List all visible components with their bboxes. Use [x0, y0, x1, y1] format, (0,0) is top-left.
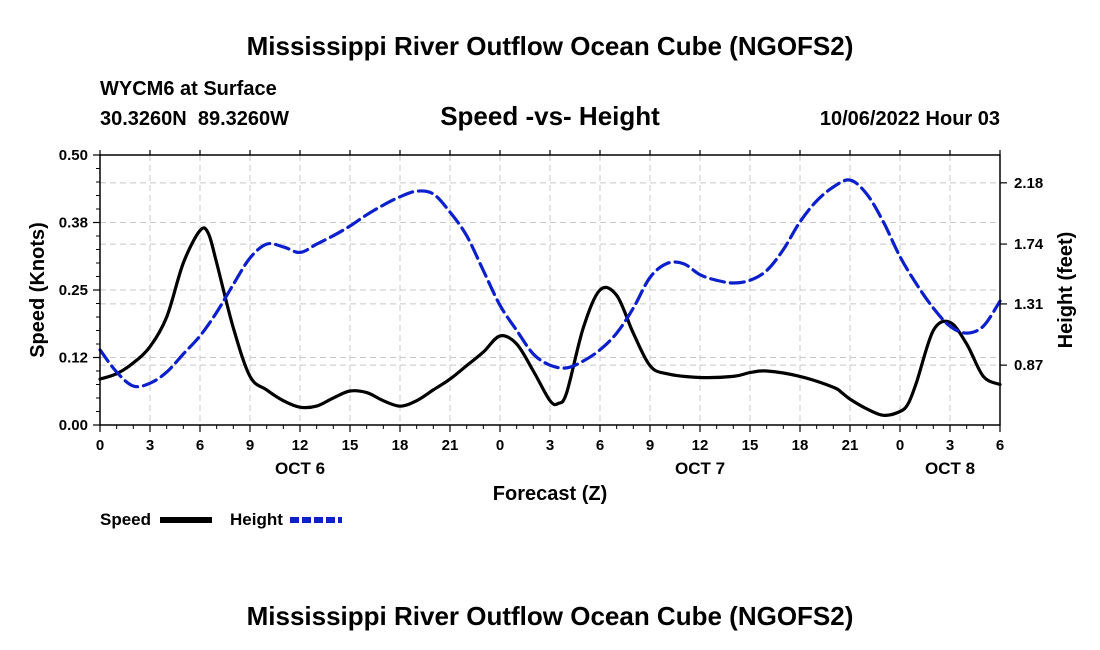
bottom-title: Mississippi River Outflow Ocean Cube (NG… [247, 601, 854, 631]
x-axis-label: Forecast (Z) [493, 483, 607, 505]
x-tick-label: 3 [546, 437, 554, 454]
x-tick-label: 0 [896, 437, 904, 454]
x-tick-label: 21 [442, 437, 459, 454]
day-label: OCT 7 [675, 459, 725, 478]
day-label: OCT 8 [925, 459, 975, 478]
x-tick-label: 0 [96, 437, 104, 454]
y-tick-label: 0.00 [59, 417, 88, 434]
grid [99, 154, 1001, 426]
x-tick-label: 3 [146, 437, 154, 454]
x-tick-label: 6 [596, 437, 604, 454]
y2-tick-label: 2.18 [1014, 175, 1043, 192]
x-tick-label: 9 [646, 437, 654, 454]
x-tick-label: 6 [996, 437, 1004, 454]
y-tick-label: 0.38 [59, 215, 88, 232]
series-group [98, 178, 1002, 417]
top-title: Mississippi River Outflow Ocean Cube (NG… [247, 31, 854, 61]
legend: Speed Height [100, 510, 342, 529]
x-tick-label: 12 [292, 437, 309, 454]
y-tick-label: 0.12 [59, 350, 88, 367]
x-tick-label: 3 [946, 437, 954, 454]
x-tick-label: 12 [692, 437, 709, 454]
y2-tick-label: 1.31 [1014, 296, 1043, 313]
y2-axis-label: Height (feet) [1055, 232, 1077, 349]
series-line-speed [98, 226, 1002, 417]
y-tick-label: 0.25 [59, 282, 88, 299]
legend-speed-label: Speed [100, 510, 151, 529]
forecast-date: 10/06/2022 Hour 03 [820, 108, 1000, 130]
y2-tick-label: 1.74 [1014, 236, 1044, 253]
series-line-height [98, 178, 1002, 389]
coordinates-label: 30.3260N 89.3260W [100, 108, 289, 130]
plot-title: Speed -vs- Height [440, 101, 660, 131]
x-tick-label: 15 [742, 437, 759, 454]
x-tick-label: 0 [496, 437, 504, 454]
x-tick-label: 9 [246, 437, 254, 454]
y2-tick-label: 0.87 [1014, 357, 1043, 374]
x-tick-label: 6 [196, 437, 204, 454]
x-tick-label: 15 [342, 437, 359, 454]
day-label: OCT 6 [275, 459, 325, 478]
x-tick-label: 21 [842, 437, 859, 454]
legend-height-label: Height [230, 510, 283, 529]
y-tick-label: 0.50 [59, 147, 88, 164]
station-label: WYCM6 at Surface [100, 78, 277, 100]
axes: 0 3 6 9 12 15 18 21 0 3 6 9 12 15 18 21 0 3 6 OCT 6 OCT 7 OCT… [59, 147, 1044, 478]
x-tick-label: 18 [792, 437, 809, 454]
x-tick-label: 18 [392, 437, 409, 454]
y-axis-label: Speed (Knots) [27, 222, 49, 358]
